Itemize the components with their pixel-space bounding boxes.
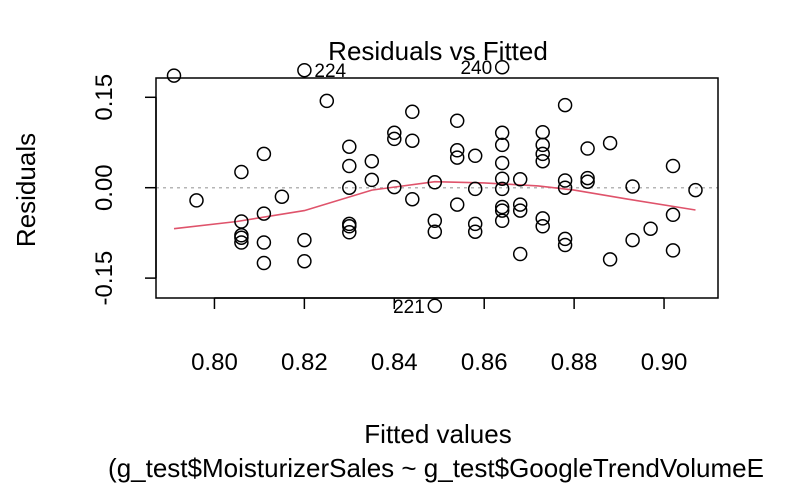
data-point xyxy=(256,206,272,221)
data-point xyxy=(580,141,595,156)
y-tick-label: 0.15 xyxy=(91,74,118,121)
point-label: 240 xyxy=(460,58,492,79)
data-point xyxy=(557,180,573,195)
data-point xyxy=(602,135,618,151)
data-point xyxy=(665,243,681,258)
data-point xyxy=(342,180,357,195)
x-tick-label: 0.84 xyxy=(371,349,418,376)
y-axis: -0.15 0.00 0.15 xyxy=(91,74,157,306)
data-point xyxy=(234,214,249,229)
data-point xyxy=(427,224,443,239)
data-point xyxy=(256,255,272,271)
data-point xyxy=(535,153,550,169)
data-point xyxy=(189,193,204,208)
points-layer xyxy=(166,59,703,314)
data-point xyxy=(625,179,640,194)
x-tick-label: 0.86 xyxy=(461,349,508,376)
data-point xyxy=(364,153,380,169)
data-point xyxy=(467,181,483,197)
data-point xyxy=(427,298,443,314)
data-point xyxy=(427,213,443,229)
point-label: 224 xyxy=(314,61,346,82)
data-point xyxy=(494,125,510,141)
data-point xyxy=(494,181,510,197)
data-point xyxy=(342,158,357,174)
data-point xyxy=(405,104,420,120)
data-point xyxy=(688,182,703,198)
data-point xyxy=(449,143,465,158)
data-point xyxy=(535,146,550,162)
data-point xyxy=(166,68,182,83)
data-point xyxy=(557,173,573,188)
x-axis-title: Fitted values xyxy=(364,419,511,449)
data-point xyxy=(580,174,595,189)
chart-title: Residuals vs Fitted xyxy=(328,36,548,66)
data-point xyxy=(256,235,272,250)
data-point xyxy=(342,225,357,240)
data-point xyxy=(297,62,312,78)
data-point xyxy=(494,213,510,229)
data-point xyxy=(557,237,573,253)
y-tick-label: 0.00 xyxy=(91,164,118,211)
data-point xyxy=(467,224,483,239)
data-point xyxy=(297,232,312,248)
data-point xyxy=(643,221,658,236)
data-point xyxy=(319,93,335,109)
data-point xyxy=(234,235,249,250)
data-point xyxy=(494,199,510,215)
data-point xyxy=(602,252,618,267)
data-point xyxy=(557,97,573,113)
data-point xyxy=(449,197,465,212)
data-point xyxy=(405,191,420,207)
data-point xyxy=(494,155,510,171)
data-point xyxy=(494,203,510,218)
data-point xyxy=(387,179,402,195)
data-point xyxy=(557,231,573,247)
y-tick-label: -0.15 xyxy=(91,251,118,306)
data-point xyxy=(535,219,550,234)
data-point xyxy=(625,232,640,248)
model-formula-subtitle: (g_test$MoisturizerSales ~ g_test$Google… xyxy=(108,453,764,483)
data-point xyxy=(535,137,550,153)
x-axis: 0.80 0.82 0.84 0.86 0.88 0.90 xyxy=(191,297,688,376)
data-point xyxy=(427,175,443,190)
point-label: 221 xyxy=(393,297,425,318)
x-tick-label: 0.80 xyxy=(191,349,238,376)
data-point xyxy=(467,148,483,164)
y-axis-title: Residuals xyxy=(11,133,41,247)
data-point xyxy=(234,230,249,245)
data-point xyxy=(449,113,465,129)
data-point xyxy=(494,171,510,186)
data-point xyxy=(387,125,402,141)
data-point xyxy=(364,172,380,188)
data-point xyxy=(535,211,550,226)
data-point xyxy=(405,133,420,148)
annotation-layer: 224 221 240 xyxy=(314,58,492,318)
x-tick-label: 0.90 xyxy=(641,349,688,376)
data-point xyxy=(512,197,528,212)
data-point xyxy=(274,189,290,204)
x-tick-label: 0.88 xyxy=(551,349,598,376)
data-point xyxy=(234,164,249,180)
data-point xyxy=(297,253,312,269)
x-tick-label: 0.82 xyxy=(281,349,328,376)
data-point xyxy=(342,139,357,154)
data-point xyxy=(512,172,528,187)
data-point xyxy=(387,131,402,147)
data-point xyxy=(449,150,465,165)
data-point xyxy=(494,137,510,153)
data-point xyxy=(580,170,595,186)
data-point xyxy=(665,207,681,223)
data-point xyxy=(512,246,528,262)
data-point xyxy=(494,59,510,75)
data-point xyxy=(342,219,357,234)
data-point xyxy=(665,158,681,174)
data-point xyxy=(535,124,550,140)
data-point xyxy=(467,216,483,232)
data-point xyxy=(512,203,528,218)
data-point xyxy=(256,146,272,162)
